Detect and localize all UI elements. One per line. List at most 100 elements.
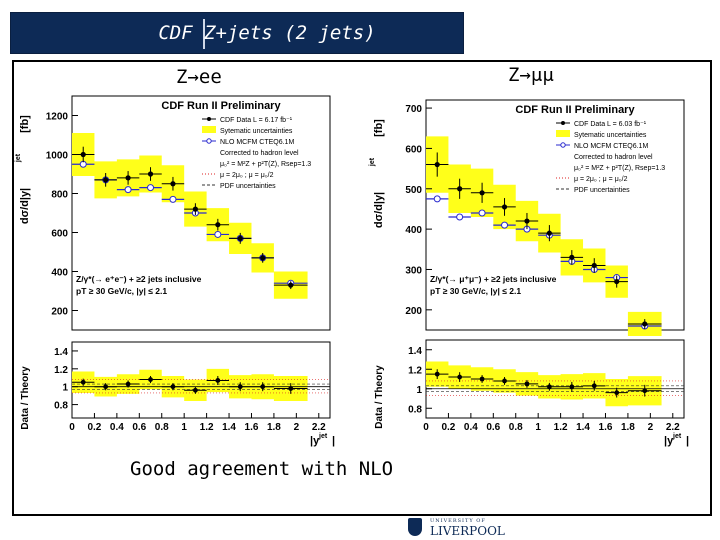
chart0-ytick-label: 600	[51, 229, 68, 240]
chart0-legend-label: Corrected to hadron level	[220, 150, 299, 157]
chart1-xlabel-end: |	[686, 435, 689, 447]
chart0-ytick-label: 400	[51, 268, 68, 279]
chart0-xtick-label: 2	[294, 422, 300, 433]
chart0-ratio-point	[125, 381, 131, 387]
chart0-ratio-point	[260, 384, 266, 390]
chart1-chart-title: CDF Run II Preliminary	[515, 104, 635, 116]
chart1-ratio-point	[457, 374, 463, 380]
chart1-ratio-ylabel: Data / Theory	[374, 365, 385, 429]
chart1-xtick-label: 2.2	[666, 422, 680, 433]
crest-icon	[408, 518, 422, 536]
chart0-legend-label: NLO MCFM CTEQ6.1M	[220, 139, 294, 146]
chart1-xtick-label: 0	[423, 422, 429, 433]
chart0-legend-label: Sytematic uncertainties	[220, 128, 293, 135]
chart1-ratio-point	[479, 376, 485, 382]
chart1-ratio-point	[434, 371, 440, 377]
chart1-xlabel: |y	[664, 435, 674, 447]
chart1-data-point	[546, 230, 552, 236]
chart0-ytick-label: 200	[51, 307, 68, 318]
chart0-ratio-point	[148, 377, 153, 382]
chart1-ytick-label: 500	[405, 185, 422, 196]
chart0-legend-data-marker	[207, 117, 211, 121]
chart0-ratio-band	[72, 368, 308, 402]
chart1-legend-label: NLO MCFM CTEQ6.1M	[574, 143, 648, 150]
chart1-ytick-label: 600	[405, 144, 422, 155]
chart0-chart-title: CDF Run II Preliminary	[161, 100, 281, 112]
chart1-legend-label: μ₀² = M²Z + p²T(Z), Rsep=1.3	[574, 165, 665, 172]
chart1-xtick-label: 0.8	[509, 422, 523, 433]
chart0-xtick-label: 1.4	[222, 422, 236, 433]
chart0-ratio-ylabel: Data / Theory	[20, 366, 31, 430]
chart0-data-point	[237, 235, 243, 241]
chart0-xlabel-sup: jet	[318, 433, 328, 440]
chart0-xtick-label: 2.2	[312, 422, 326, 433]
chart0-legend-label: μ = 2μ₀ ; μ = μ₀/2	[220, 172, 274, 179]
chart1-ytick-label: 300	[405, 265, 422, 276]
chart0-legend-label: PDF uncertainties	[220, 183, 276, 190]
chart1-ratio-point	[546, 384, 552, 390]
chart1-legend-label: PDF uncertainties	[574, 187, 630, 194]
chart1-data-point	[479, 190, 485, 196]
chart1-nlo-point	[456, 213, 464, 221]
chart0-ratio-ytick-label: 1.2	[54, 365, 68, 376]
chart0-data-point	[215, 222, 221, 228]
chart1-data-point	[642, 321, 648, 327]
chart1-data-point	[614, 278, 620, 285]
chart1-ylabel-unit: [fb]	[373, 119, 385, 137]
chart0-ratio-ytick-label: 0.8	[54, 401, 68, 412]
title-divider	[203, 19, 205, 49]
chart1-selection-text: pT ≥ 30 GeV/c, |y| ≤ 2.1	[430, 286, 521, 296]
chart0-xtick-label: 1.2	[200, 422, 214, 433]
chart0-nlo-point	[147, 184, 155, 192]
chart1-xtick-label: 0.2	[441, 422, 455, 433]
chart1-ratio-band	[426, 361, 662, 407]
chart1-ytick-label: 700	[405, 104, 422, 115]
chart0-legend-label: μ₀² = M²Z + p²T(Z), Rsep=1.3	[220, 161, 311, 168]
chart1-xtick-label: 1.6	[599, 422, 613, 433]
chart1-ratio-point	[614, 390, 620, 396]
chart0-ratio-point	[288, 386, 294, 391]
chart0-xtick-label: 1.8	[267, 422, 281, 433]
university-logo: UNIVERSITY OF LIVERPOOL	[408, 518, 518, 540]
chart0-ytick-label: 1200	[46, 112, 69, 123]
chart0-nlo-point	[214, 230, 222, 238]
channel-label-mumu: Z→μμ	[508, 64, 554, 86]
chart0-legend-band-swatch	[202, 126, 216, 133]
chart1-ratio-point	[524, 381, 530, 387]
logo-bottom-text: LIVERPOOL	[430, 524, 505, 538]
chart0-legend-nlo-marker	[206, 138, 212, 144]
chart0-xtick-label: 0.2	[87, 422, 101, 433]
chart0-xtick-label: 1.6	[245, 422, 259, 433]
chart0-xtick-label: 1	[181, 422, 187, 433]
chart0-xtick-label: 0	[69, 422, 75, 433]
chart1-ratio-ytick-label: 0.8	[408, 404, 422, 415]
chart0-data-point	[80, 151, 86, 158]
chart0-nlo-point	[169, 195, 177, 203]
chart0-data-point	[103, 177, 109, 183]
chart1-xlabel-sup: jet	[672, 433, 682, 440]
chart1-ratio-point	[591, 383, 597, 389]
chart0-ratio-point	[80, 379, 86, 385]
chart0-ratio-ytick-label: 1.4	[54, 347, 68, 358]
chart0-ratio-ytick-label: 1	[62, 383, 68, 394]
logo-top-text: UNIVERSITY OF	[430, 518, 486, 524]
chart0-ratio-point	[215, 378, 221, 383]
chart1-data-point	[591, 262, 597, 269]
chart1-legend-nlo-marker	[560, 142, 566, 148]
chart1-ratio-ytick-label: 1	[416, 385, 422, 396]
chart0-ylabel: dσ/d|y|	[19, 188, 31, 224]
chart1-ratio-ytick-label: 1.2	[408, 365, 422, 376]
chart0-xtick-label: 0.8	[155, 422, 169, 433]
content-frame	[12, 60, 712, 516]
chart1-data-point	[501, 204, 508, 210]
chart0-xlabel: |y	[310, 435, 320, 447]
chart0-data-point	[288, 282, 294, 288]
chart1-legend-band-swatch	[556, 130, 570, 137]
chart0-selection-text: pT ≥ 30 GeV/c, |y| ≤ 2.1	[76, 286, 167, 296]
chart0-nlo-point	[124, 186, 132, 194]
chart0-data-point	[147, 171, 154, 177]
chart1-legend-label: μ = 2μ₀ ; μ = μ₀/2	[574, 176, 628, 183]
chart0-xlabel-end: |	[332, 435, 335, 447]
chart1-xtick-label: 1.8	[621, 422, 635, 433]
